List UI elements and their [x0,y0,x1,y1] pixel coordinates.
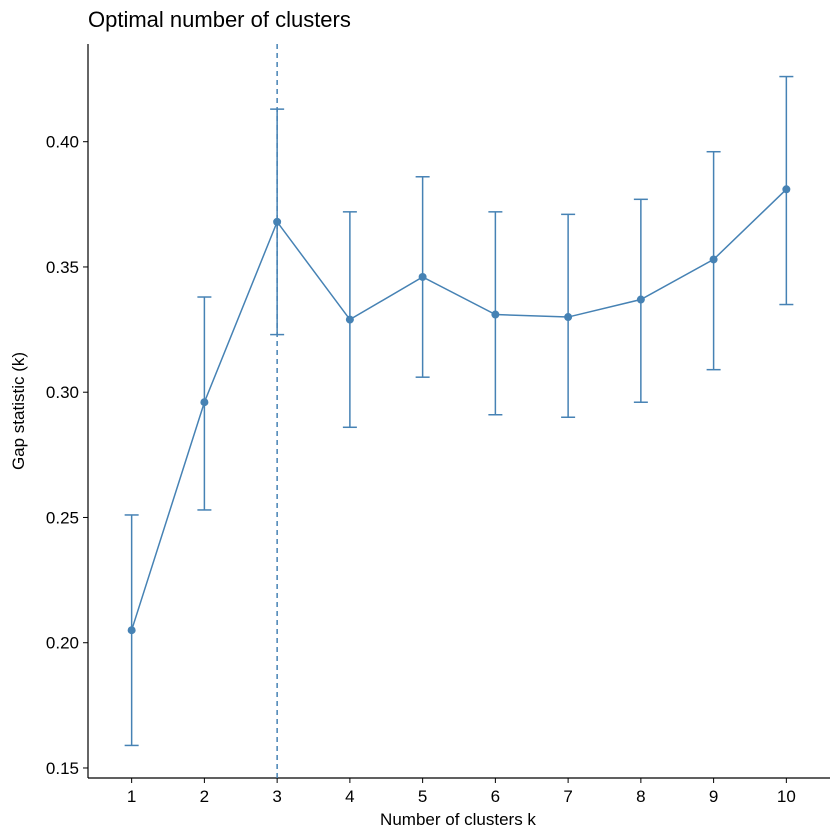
x-tick-label: 4 [345,787,354,806]
y-tick-label: 0.25 [46,508,79,527]
chart-title: Optimal number of clusters [88,7,351,32]
x-tick-label: 7 [563,787,572,806]
x-tick-label: 9 [709,787,718,806]
data-point [491,310,500,319]
x-tick-label: 1 [127,787,136,806]
x-tick-label: 2 [200,787,209,806]
x-tick-label: 6 [491,787,500,806]
x-axis-title: Number of clusters k [380,810,536,829]
x-tick-label: 8 [636,787,645,806]
data-point [273,217,282,226]
data-point [709,255,718,264]
series-line [130,188,787,631]
x-tick-label: 10 [777,787,796,806]
data-point [345,315,354,324]
x-tick-label: 3 [272,787,281,806]
data-point [636,295,645,304]
data-point [418,272,427,281]
y-axis-title: Gap statistic (k) [9,352,28,470]
y-tick-label: 0.20 [46,634,79,653]
data-point [564,313,573,322]
y-tick-label: 0.40 [46,133,79,152]
y-tick-label: 0.15 [46,759,79,778]
y-tick-label: 0.30 [46,383,79,402]
y-tick-label: 0.35 [46,258,79,277]
data-point [782,185,791,194]
data-point [127,626,136,635]
x-tick-label: 5 [418,787,427,806]
data-point [200,398,209,407]
